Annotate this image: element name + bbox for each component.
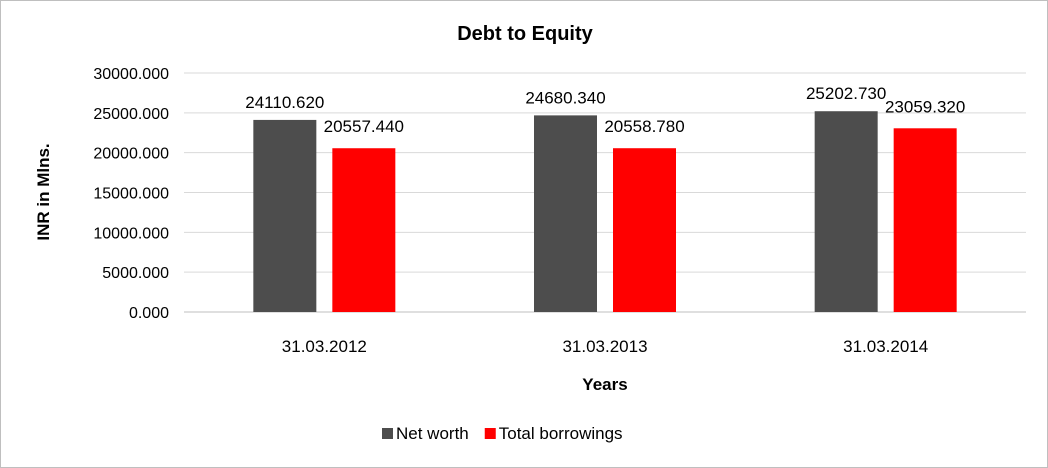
bars [253, 111, 957, 312]
y-tick-label: 0.000 [129, 305, 169, 322]
x-axis-title: Years [582, 375, 627, 394]
bar-net-worth [534, 115, 597, 312]
bar-net-worth [253, 119, 317, 312]
bar-total-borrowings [613, 148, 676, 312]
data-label: 25202.730 [806, 84, 886, 103]
legend-label: Total borrowings [499, 424, 623, 443]
legend-swatch-net-worth [382, 428, 393, 439]
gridlines [184, 72, 1026, 313]
data-label: 24680.340 [525, 88, 605, 107]
y-tick-labels: 0.000 5000.000 10000.000 15000.000 20000.000… [93, 66, 169, 322]
bar-net-worth [814, 111, 878, 312]
bar-total-borrowings [332, 148, 396, 312]
y-tick-label: 25000.000 [93, 106, 169, 123]
data-label: 20558.780 [604, 117, 684, 136]
y-tick-label: 10000.000 [93, 225, 169, 242]
y-tick-label: 15000.000 [93, 186, 169, 203]
legend-label: Net worth [396, 424, 469, 443]
data-label: 24110.620 [245, 93, 324, 112]
y-axis-title: INR in Mlns. [34, 143, 53, 240]
y-tick-label: 5000.000 [102, 265, 169, 282]
x-tick-label: 31.03.2013 [562, 337, 647, 356]
x-tick-label: 31.03.2012 [282, 337, 367, 356]
chart-title: Debt to Equity [457, 23, 593, 45]
data-label: 20557.440 [324, 117, 404, 136]
y-tick-label: 20000.000 [93, 146, 169, 163]
bar-total-borrowings [893, 128, 957, 312]
x-tick-label: 31.03.2014 [843, 337, 928, 356]
legend-swatch-total-borrowings [484, 428, 496, 439]
data-label: 23059.320 [885, 97, 965, 116]
x-tick-labels: 31.03.2012 31.03.2013 31.03.2014 [282, 337, 928, 356]
y-tick-label: 30000.000 [93, 66, 169, 83]
legend: Net worth Total borrowings [382, 424, 623, 443]
